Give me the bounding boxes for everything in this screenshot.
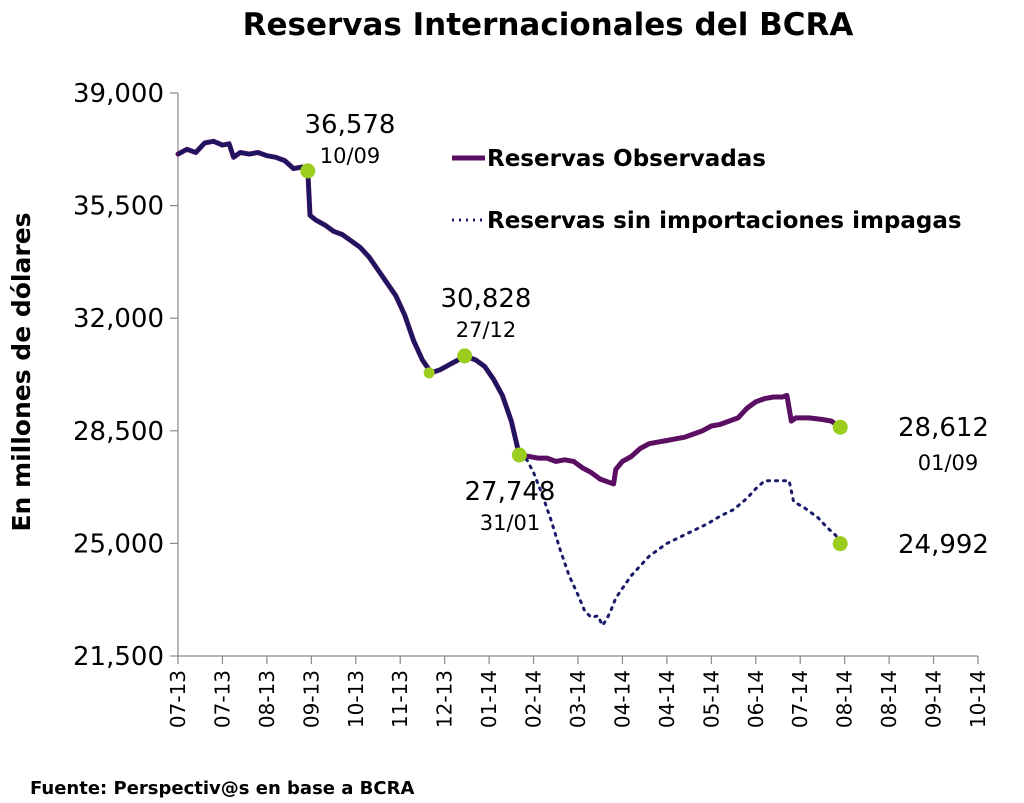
x-tick-label: 08-14	[877, 670, 901, 728]
x-tick-label: 08-13	[255, 670, 279, 728]
annotation-value: 36,578	[305, 110, 396, 140]
x-tick-label: 05-14	[699, 670, 723, 728]
x-tick-label: 07-13	[210, 670, 234, 728]
annotations: 36,578 10/09 30,828 27/12 27,748 31/01 28,612 0…	[305, 110, 989, 560]
x-tick-label: 11-13	[388, 670, 412, 728]
legend-label: Reservas sin importaciones impagas	[487, 208, 962, 234]
x-tick-label: 03-14	[566, 670, 590, 728]
x-tick-label: 12-13	[433, 670, 457, 728]
annotation-date: 01/09	[918, 451, 979, 475]
x-tick-label: 06-14	[744, 670, 768, 728]
x-tick-label: 07-14	[788, 670, 812, 728]
y-tick-label: 21,500	[73, 642, 164, 672]
legend-label: Reservas Observadas	[487, 146, 766, 172]
y-tick-label: 32,000	[73, 304, 164, 334]
chart-title: Reservas Internacionales del BCRA	[243, 7, 854, 43]
annotation-value: 28,612	[898, 413, 989, 443]
y-tick-label: 39,000	[73, 79, 164, 109]
data-point-marker	[832, 536, 848, 552]
annotation-date: 27/12	[456, 318, 517, 342]
x-tick-label: 07-13	[166, 670, 190, 728]
x-tick-label: 04-14	[610, 670, 634, 728]
y-tick-label: 28,500	[73, 417, 164, 447]
source-note: Fuente: Perspectiv@s en base a BCRA	[30, 778, 414, 799]
x-tick-label: 10-14	[966, 670, 990, 728]
x-tick-label: 08-14	[833, 670, 857, 728]
data-point-marker	[511, 447, 527, 463]
data-point-marker	[832, 419, 848, 435]
annotation-value: 27,748	[465, 477, 556, 507]
data-point-marker	[457, 348, 473, 364]
annotation-value: 24,992	[898, 530, 989, 560]
annotation-date: 10/09	[320, 144, 381, 168]
x-tick-label: 09-14	[922, 670, 946, 728]
series-line-reservas-sin-importaciones	[517, 453, 842, 627]
x-tick-label: 04-14	[655, 670, 679, 728]
data-markers	[300, 163, 848, 552]
data-point-marker	[300, 163, 316, 179]
y-axis-label: En millones de dólares	[7, 212, 36, 531]
annotation-value: 30,828	[441, 284, 532, 314]
axes: 21,500 25,000 28,500 32,000 35,500 39,000 07-1…	[73, 79, 990, 728]
annotation-date: 31/01	[480, 511, 541, 535]
y-tick-label: 25,000	[73, 529, 164, 559]
data-point-marker	[423, 367, 435, 379]
x-tick-label: 02-14	[522, 670, 546, 728]
x-tick-label: 10-13	[344, 670, 368, 728]
legend: Reservas Observadas Reservas sin importac…	[452, 146, 962, 234]
y-tick-label: 35,500	[73, 192, 164, 222]
x-tick-label: 09-13	[299, 670, 323, 728]
x-tick-label: 01-14	[477, 670, 501, 728]
